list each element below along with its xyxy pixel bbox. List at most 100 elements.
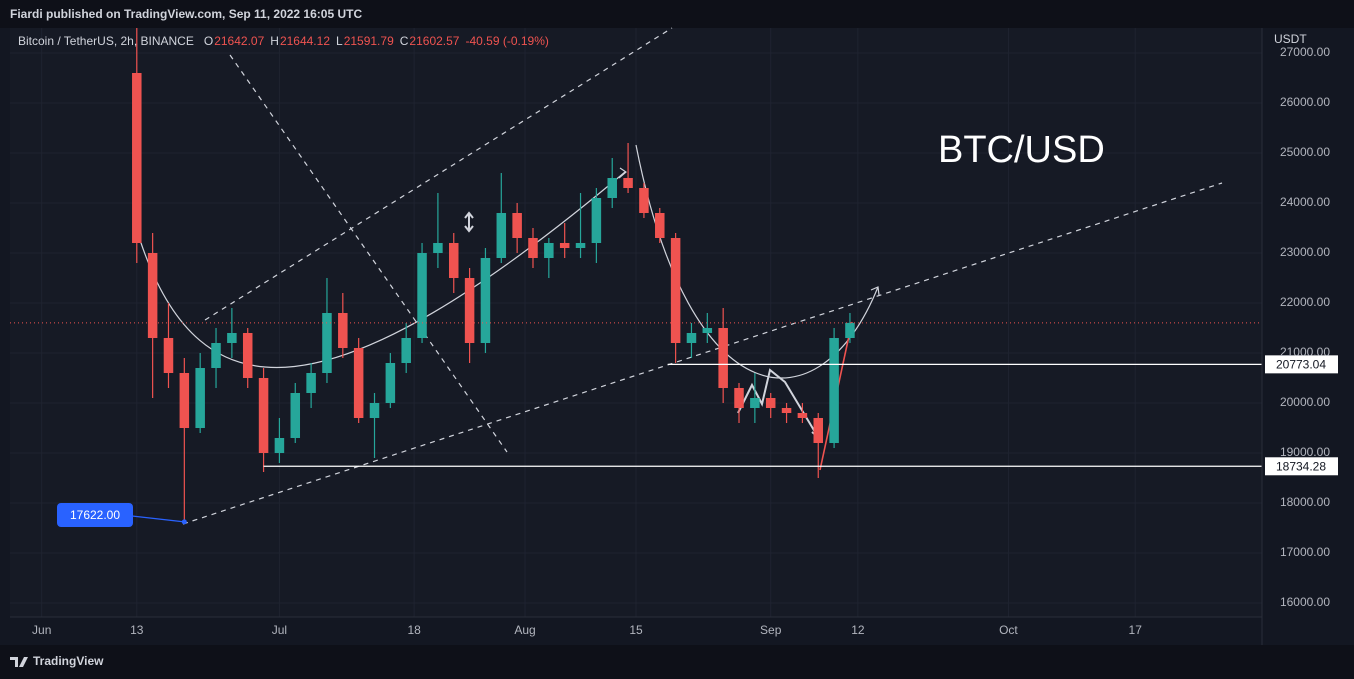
- ohlc-value: 21644.12: [280, 34, 330, 48]
- candle-body: [211, 343, 221, 368]
- candle-body: [544, 243, 554, 258]
- candle-body: [274, 438, 285, 453]
- candle-body: [797, 413, 808, 418]
- candle-body: [464, 278, 475, 343]
- candle-body: [765, 398, 776, 408]
- channel-lower: [182, 182, 1223, 525]
- candle-body: [670, 238, 681, 343]
- candle-body: [734, 388, 744, 408]
- candle-body: [147, 253, 158, 338]
- annotation: BTC/USD: [938, 129, 1105, 171]
- zigzag-arrow: [737, 368, 819, 438]
- y-tick-label: 26000.00: [1280, 95, 1330, 109]
- candle-body: [575, 243, 586, 248]
- candle-body: [845, 322, 855, 338]
- candle-body: [781, 408, 792, 413]
- low-marker-point: [181, 519, 187, 525]
- candle-body: [132, 73, 142, 243]
- candle-body: [258, 378, 269, 453]
- range-icon: [464, 211, 474, 233]
- candle-body: [480, 258, 491, 343]
- ohlc-key: C: [400, 34, 409, 48]
- x-tick-label: 12: [851, 623, 865, 637]
- y-tick-label: 24000.00: [1280, 195, 1330, 209]
- ohlc-key: O: [204, 34, 213, 48]
- candle-body: [385, 363, 396, 403]
- candle-body: [338, 313, 348, 348]
- candle-body: [686, 333, 697, 343]
- x-tick-label: Jun: [32, 623, 51, 637]
- low-marker-label: 17622.00: [70, 508, 120, 522]
- symbol-header: Bitcoin / TetherUS, 2h, BINANCE: [18, 34, 194, 48]
- candles: [132, 28, 855, 522]
- channel-upper: [204, 27, 673, 321]
- ohlc-key: H: [270, 34, 279, 48]
- y-tick-label: 23000.00: [1280, 245, 1330, 259]
- ohlc-key: L: [336, 34, 343, 48]
- low-marker-line: [131, 515, 185, 523]
- y-tick-label: 16000.00: [1280, 595, 1330, 609]
- ohlc-change: -40.59 (-0.19%): [465, 34, 548, 48]
- y-unit: USDT: [1274, 32, 1307, 46]
- overlay: 20773.04 18734.28 17622.00: [10, 322, 1338, 527]
- candle-body: [306, 373, 316, 393]
- y-tick-label: 20000.00: [1280, 395, 1330, 409]
- candle-body: [559, 243, 570, 248]
- candle-body: [195, 368, 205, 428]
- x-tick-label: 17: [1129, 623, 1143, 637]
- candle-body: [163, 338, 174, 373]
- candle-body: [448, 243, 459, 278]
- y-tick-label: 25000.00: [1280, 145, 1330, 159]
- y-tick-label: 22000.00: [1280, 295, 1330, 309]
- candle-body: [179, 373, 190, 428]
- price-label: 20773.04: [1276, 358, 1326, 372]
- candle-body: [750, 398, 760, 408]
- candle-body: [528, 238, 538, 258]
- ohlc-value: 21602.57: [409, 34, 459, 48]
- y-tick-label: 19000.00: [1280, 445, 1330, 459]
- candle-body: [813, 418, 824, 443]
- candle-body: [639, 188, 649, 213]
- descending-line: [229, 54, 508, 453]
- ohlc-value: 21642.07: [214, 34, 264, 48]
- ohlc-value: 21591.79: [344, 34, 394, 48]
- candle-body: [623, 178, 633, 188]
- candle-body: [607, 178, 617, 198]
- price-label-box: [1265, 457, 1338, 476]
- y-tick-label: 18000.00: [1280, 495, 1330, 509]
- price-label-box: [1265, 355, 1338, 374]
- arrow-head: [870, 286, 880, 296]
- candle-body: [433, 243, 443, 253]
- cup-curve: [139, 171, 626, 368]
- x-tick-label: Sep: [760, 623, 782, 637]
- candle-body: [702, 328, 713, 333]
- logo: [10, 657, 28, 667]
- low-marker-box: [57, 503, 133, 527]
- footer-brand: TradingView: [33, 654, 104, 668]
- top-bar: [0, 0, 1354, 28]
- candle-body: [591, 198, 602, 243]
- y-tick-label: 27000.00: [1280, 45, 1330, 59]
- candle-body: [353, 348, 364, 418]
- x-tick-label: 13: [130, 623, 144, 637]
- candle-body: [496, 213, 507, 258]
- x-tick-label: 15: [629, 623, 643, 637]
- arrow-head: [618, 167, 627, 179]
- x-tick-label: Aug: [514, 623, 535, 637]
- publish-note: Fiardi published on TradingView.com, Sep…: [10, 7, 362, 21]
- candle-body: [417, 253, 427, 338]
- price-label: 18734.28: [1276, 459, 1326, 473]
- candle-body: [322, 313, 332, 373]
- x-tick-label: Jul: [272, 623, 287, 637]
- candle-body: [401, 338, 411, 363]
- x-tick-label: 18: [407, 623, 421, 637]
- candle-body: [369, 403, 380, 418]
- candle-body: [290, 393, 301, 438]
- candle-body: [655, 213, 665, 238]
- candle-body: [829, 338, 839, 443]
- candle-body: [512, 213, 522, 238]
- candle-body: [242, 333, 253, 378]
- candle-body: [718, 328, 728, 388]
